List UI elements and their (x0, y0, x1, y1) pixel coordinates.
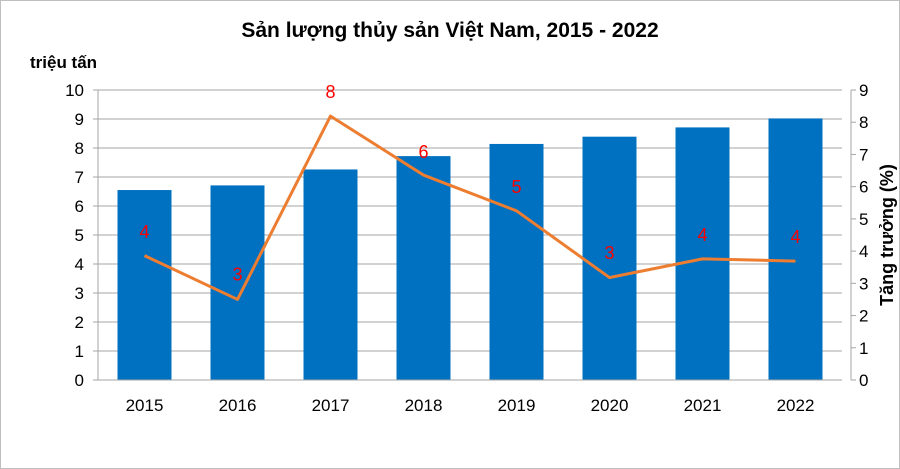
data-label: 4 (139, 222, 149, 242)
x-tick-label: 2021 (684, 396, 722, 415)
x-tick-label: 2018 (405, 396, 443, 415)
data-label: 4 (697, 225, 707, 245)
x-tick-label: 2020 (591, 396, 629, 415)
y-right-tick-label: 7 (859, 145, 868, 164)
y-left-tick-label: 10 (65, 81, 84, 100)
data-label: 3 (604, 243, 614, 263)
data-label: 6 (418, 142, 428, 162)
y-left-tick-label: 1 (75, 342, 84, 361)
data-label: 5 (511, 177, 521, 197)
x-tick-label: 2017 (312, 396, 350, 415)
y-left-tick-label: 4 (75, 255, 84, 274)
y-left-tick-label: 3 (75, 284, 84, 303)
data-label: 3 (232, 264, 242, 284)
x-tick-label: 2022 (777, 396, 815, 415)
y-left-tick-label: 8 (75, 139, 84, 158)
y-right-tick-label: 1 (859, 339, 868, 358)
bar-2019 (489, 143, 544, 380)
x-tick-label: 2015 (126, 396, 164, 415)
y-right-tick-label: 0 (859, 371, 868, 390)
y-right-tick-label: 3 (859, 274, 868, 293)
bar-2018 (396, 156, 451, 380)
bar-2020 (582, 136, 637, 380)
y-axis-right-label: Tăng trưởng (%) (877, 164, 897, 306)
x-tick-label: 2016 (219, 396, 257, 415)
y-left-tick-label: 5 (75, 226, 84, 245)
y-left-tick-label: 2 (75, 313, 84, 332)
bar-2017 (303, 169, 358, 380)
chart-title: Sản lượng thủy sản Việt Nam, 2015 - 2022 (241, 19, 658, 42)
y-right-tick-label: 9 (859, 81, 868, 100)
bar-2022 (768, 118, 823, 381)
y-left-tick-label: 7 (75, 168, 84, 187)
bar-2016 (210, 185, 265, 380)
growth-line (143, 114, 796, 301)
y-left-tick-label: 6 (75, 197, 84, 216)
y-right-tick-label: 6 (859, 178, 868, 197)
y-left-tick-label: 0 (75, 371, 84, 390)
y-right-tick-label: 5 (859, 210, 868, 229)
y-right-tick-label: 8 (859, 113, 868, 132)
data-label: 8 (325, 82, 335, 102)
bar-2015 (117, 190, 172, 380)
x-tick-label: 2019 (498, 396, 536, 415)
y-right-tick-label: 2 (859, 307, 868, 326)
data-label: 4 (790, 227, 800, 247)
y-axis-left-label: triệu tấn (30, 53, 97, 72)
y-left-tick-label: 9 (75, 110, 84, 129)
bar-2021 (675, 127, 730, 380)
y-right-tick-label: 4 (859, 242, 868, 261)
